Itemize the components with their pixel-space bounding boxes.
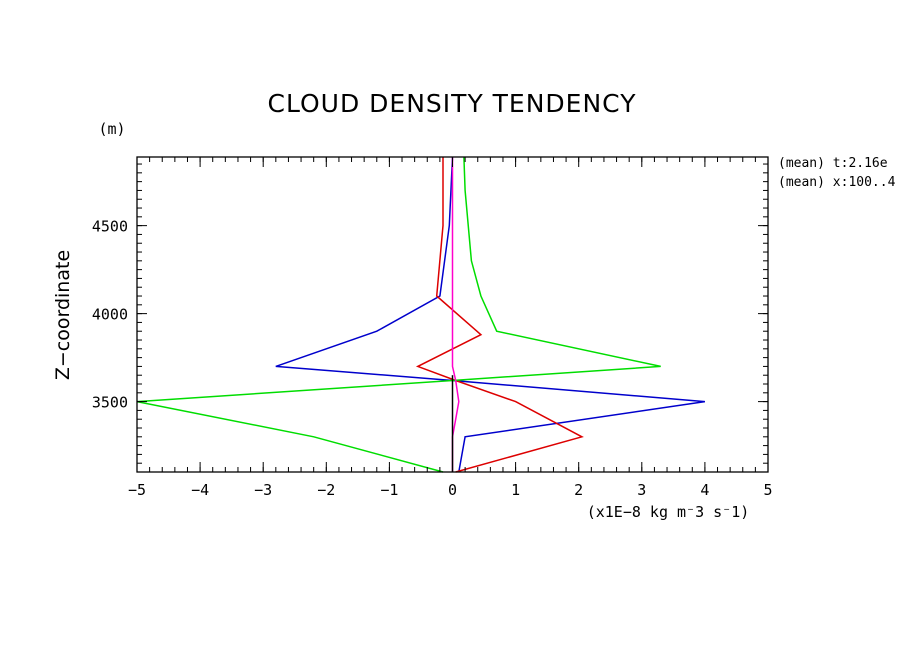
x-tick-label: −3 [254,481,272,499]
annotation-x-mean: (mean) x:100..4 [778,175,896,190]
annotation-time-mean: (mean) t:2.16e [778,156,888,171]
x-tick-label: 0 [448,481,457,499]
chart-title: CLOUD DENSITY TENDENCY [268,89,637,118]
x-tick-label: −1 [380,481,398,499]
series-line-3 [451,157,460,472]
x-tick-label: 5 [763,481,772,499]
x-tick-label: −5 [128,481,146,499]
series-line-0 [275,156,706,473]
x-tick-label: −2 [317,481,335,499]
x-axis-label: (x1E−8 kg m⁻3 s⁻1) [587,503,750,521]
x-tick-label: 2 [574,481,583,499]
tick-label-layer: −5 −4 −3 −2 −1 0 1 2 3 4 5 3500 4000 4500 [92,218,773,499]
plot-frame [136,156,769,473]
y-tick-label: 3500 [92,394,128,412]
x-tick-label: 1 [511,481,520,499]
x-tick-label: −4 [191,481,209,499]
series-line-2 [136,156,661,473]
x-tick-label: 3 [637,481,646,499]
y-axis-label: Z−coordinate [52,250,74,380]
series-line-1 [415,157,584,473]
y-unit-label: (m) [98,120,125,138]
series-layer [136,156,706,473]
x-tick-label: 4 [700,481,709,499]
y-tick-label: 4500 [92,218,128,236]
y-tick-label: 4000 [92,306,128,324]
